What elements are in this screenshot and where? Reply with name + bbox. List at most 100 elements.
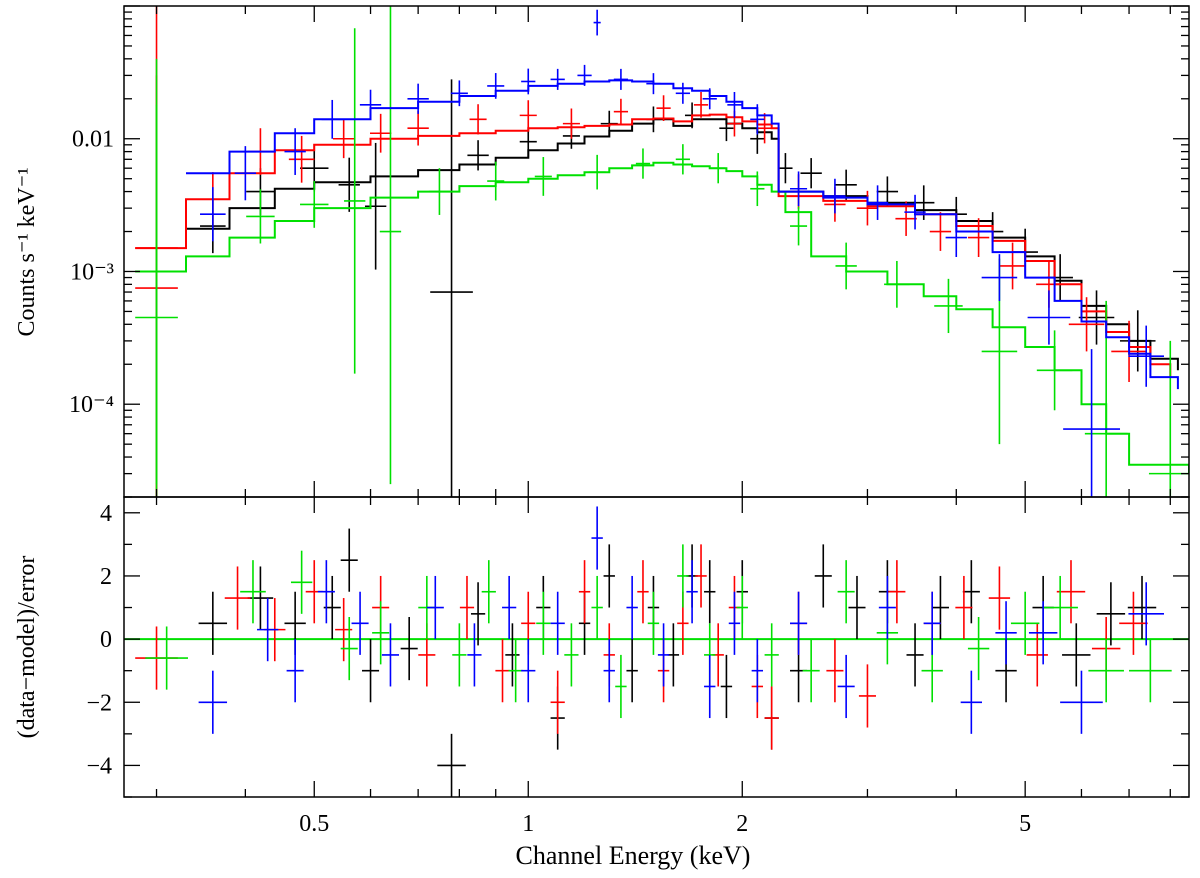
residual-point-green (1042, 575, 1078, 640)
residual-point-black (247, 566, 274, 630)
residual-point-black (931, 575, 949, 640)
residuals-y-axis-label: (data−model)/error (14, 556, 40, 739)
residual-point-blue (550, 591, 565, 655)
data-point-red (369, 113, 392, 153)
residual-point-blue (603, 639, 615, 703)
data-point-blue (1063, 349, 1121, 497)
data-point-green (675, 144, 690, 175)
data-point-blue (200, 187, 226, 242)
residual-point-blue (426, 575, 444, 640)
data-point-blue (613, 68, 629, 90)
residual-point-green (372, 601, 390, 665)
data-point-blue (790, 171, 808, 207)
data-point-red (613, 98, 629, 125)
residual-point-blue (960, 670, 983, 734)
data-point-blue (750, 104, 765, 135)
residual-y-tick-label-0: 0 (100, 627, 112, 653)
residual-point-green (240, 560, 266, 624)
data-point-green (835, 242, 857, 290)
residual-point-blue (837, 654, 855, 719)
data-point-blue (904, 194, 926, 230)
data-point-green (344, 28, 366, 374)
data-point-blue (521, 68, 536, 95)
data-point-red (967, 218, 990, 257)
residual-point-red (459, 575, 475, 640)
data-point-blue (1128, 325, 1164, 387)
residual-point-black (720, 654, 733, 719)
data-point-blue (1027, 290, 1071, 345)
data-point-green (711, 153, 726, 184)
residual-point-green (591, 575, 603, 640)
data-point-green (884, 260, 910, 308)
data-point-red (693, 91, 709, 118)
residual-point-black (814, 544, 832, 608)
data-point-blue (675, 82, 690, 104)
residual-point-red (955, 575, 973, 640)
residual-point-blue (521, 639, 536, 703)
residual-series-red (135, 544, 1148, 750)
residual-point-black (437, 733, 466, 797)
data-point-red (407, 110, 429, 146)
residual-point-black (962, 560, 980, 624)
residual-point-green (967, 617, 990, 681)
residual-point-green (481, 560, 496, 624)
residual-point-black (626, 639, 638, 703)
data-point-black (338, 157, 360, 212)
residual-point-black (340, 528, 358, 592)
residual-point-green (837, 560, 855, 624)
residual-series-green (145, 544, 1172, 719)
residual-point-blue (381, 623, 399, 687)
residual-point-blue (728, 591, 741, 655)
residual-series-black (198, 528, 1157, 797)
residual-point-green (615, 654, 627, 719)
x-axis-label: Channel Energy (keV) (516, 841, 751, 870)
data-point-black (1119, 310, 1156, 372)
data-point-red (333, 119, 355, 159)
residual-y-tick-label-2: 2 (100, 564, 112, 590)
residual-point-red (637, 560, 649, 624)
residual-point-red (888, 560, 906, 624)
data-point-black (430, 79, 473, 497)
data-point-blue (727, 91, 742, 118)
residual-point-red (1119, 591, 1148, 655)
residual-point-blue (257, 598, 279, 662)
data-point-green (750, 171, 765, 207)
residual-point-blue (751, 639, 764, 703)
residual-point-red (988, 566, 1011, 630)
data-point-green (379, 6, 402, 485)
data-point-red (1068, 297, 1105, 352)
residual-point-blue (657, 623, 670, 687)
residual-point-black (1062, 623, 1091, 687)
residual-series-blue (198, 506, 1164, 734)
data-point-blue (321, 99, 343, 139)
data-point-blue (284, 128, 306, 175)
data-point-green (1036, 330, 1073, 411)
residual-point-green (290, 550, 313, 614)
data-point-blue (866, 185, 889, 220)
data-point-black (719, 115, 734, 142)
residuals-panel: 4 2 0 −2 −4 0.5 1 2 5 (data−model)/error Channe… (14, 6, 1190, 870)
data-point-blue (450, 80, 468, 107)
residual-point-green (1129, 639, 1172, 703)
y-tick-label-0-01: 0.01 (72, 127, 114, 153)
data-point-blue (550, 68, 565, 90)
data-point-red (519, 100, 537, 131)
residual-point-black (906, 623, 924, 687)
residuals-plot-frame (123, 496, 1190, 798)
residual-point-black (1127, 575, 1157, 640)
x-tick-label-5: 5 (1019, 811, 1031, 837)
residual-point-red (858, 664, 876, 728)
residual-point-green (536, 591, 551, 655)
spectrum-y-axis-label: Counts s⁻¹ keV⁻¹ (14, 167, 40, 336)
data-point-green (135, 104, 178, 497)
data-point-red (929, 212, 952, 251)
residual-point-blue (467, 623, 482, 687)
residual-point-green (1010, 591, 1040, 655)
model-line-black (186, 118, 1179, 371)
residual-point-blue (995, 601, 1017, 665)
residual-y-tick-label-4: −4 (86, 753, 112, 779)
residual-point-blue (198, 670, 228, 734)
residual-point-black (667, 623, 680, 687)
data-point-green (588, 154, 606, 190)
data-point-blue (981, 254, 1018, 301)
